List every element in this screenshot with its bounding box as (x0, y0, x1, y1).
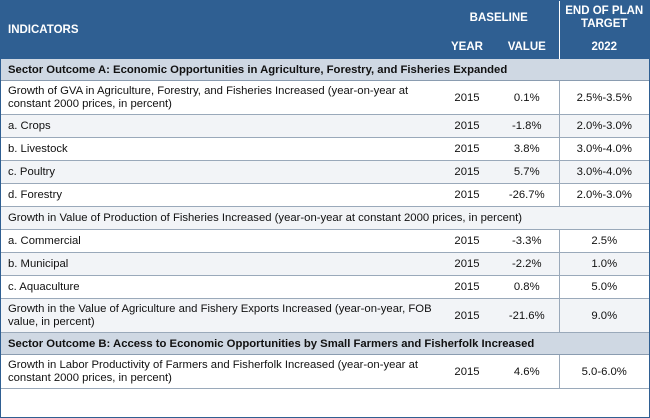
target-cell: 5.0% (558, 275, 649, 299)
value-column-header: VALUE (495, 35, 559, 59)
year-cell: 2015 (439, 354, 495, 389)
indicator-cell: a. Commercial (1, 229, 439, 253)
year-cell: 2015 (439, 298, 495, 333)
section-title: Sector Outcome A: Economic Opportunities… (1, 59, 649, 81)
target-cell: 2.5%-3.5% (558, 80, 649, 115)
target-cell: 2.0%-3.0% (558, 183, 649, 207)
table-row: a. Commercial 2015 -3.3% 2.5% (1, 229, 649, 253)
value-cell: -2.2% (495, 252, 559, 276)
value-cell: -21.6% (495, 298, 559, 333)
indicator-cell: a. Crops (1, 114, 439, 138)
target-cell: 5.0-6.0% (558, 354, 649, 389)
end-of-plan-target-column-header: END OF PLAN TARGET (558, 1, 649, 35)
header-row-bottom: YEAR VALUE 2022 (1, 35, 649, 59)
value-cell: -1.8% (495, 114, 559, 138)
indicators-table: INDICATORS BASELINE END OF PLAN TARGET Y… (1, 1, 649, 389)
indicator-cell: b. Livestock (1, 137, 439, 161)
year-cell: 2015 (439, 160, 495, 184)
table-row: d. Forestry 2015 -26.7% 2.0%-3.0% (1, 183, 649, 207)
section-header-row: Sector Outcome B: Access to Economic Opp… (1, 332, 649, 355)
target-label: TARGET (581, 18, 628, 30)
target-cell: 2.0%-3.0% (558, 114, 649, 138)
year-cell: 2015 (439, 114, 495, 138)
end-of-plan-label: END OF PLAN (565, 5, 644, 17)
year-cell: 2015 (439, 275, 495, 299)
group-indicator-label: Growth in Value of Production of Fisheri… (1, 206, 649, 230)
value-cell: -3.3% (495, 229, 559, 253)
table-row: c. Poultry 2015 5.7% 3.0%-4.0% (1, 160, 649, 184)
value-cell: 3.8% (495, 137, 559, 161)
target-cell: 3.0%-4.0% (558, 160, 649, 184)
target-cell: 3.0%-4.0% (558, 137, 649, 161)
value-cell: 0.1% (495, 80, 559, 115)
year-cell: 2015 (439, 183, 495, 207)
indicator-cell: c. Poultry (1, 160, 439, 184)
target-cell: 9.0% (558, 298, 649, 333)
table-row: a. Crops 2015 -1.8% 2.0%-3.0% (1, 114, 649, 138)
section-header-row: Sector Outcome A: Economic Opportunities… (1, 59, 649, 81)
group-indicator-row: Growth in Value of Production of Fisheri… (1, 206, 649, 230)
value-cell: 4.6% (495, 354, 559, 389)
indicator-cell: Growth of GVA in Agriculture, Forestry, … (1, 80, 439, 115)
section-title: Sector Outcome B: Access to Economic Opp… (1, 332, 649, 355)
value-cell: 5.7% (495, 160, 559, 184)
table-row: Growth of GVA in Agriculture, Forestry, … (1, 80, 649, 115)
year-cell: 2015 (439, 252, 495, 276)
table-body: Sector Outcome A: Economic Opportunities… (1, 59, 649, 389)
table-row: Growth in the Value of Agriculture and F… (1, 298, 649, 333)
year-column-header: YEAR (439, 35, 495, 59)
indicators-column-header: INDICATORS (1, 1, 439, 59)
indicator-cell: c. Aquaculture (1, 275, 439, 299)
target-cell: 1.0% (558, 252, 649, 276)
indicator-cell: d. Forestry (1, 183, 439, 207)
target-cell: 2.5% (558, 229, 649, 253)
target-year-column-header: 2022 (558, 35, 649, 59)
indicator-cell: Growth in the Value of Agriculture and F… (1, 298, 439, 333)
indicator-cell: Growth in Labor Productivity of Farmers … (1, 354, 439, 389)
year-cell: 2015 (439, 229, 495, 253)
year-cell: 2015 (439, 137, 495, 161)
table-row: b. Municipal 2015 -2.2% 1.0% (1, 252, 649, 276)
table-row: b. Livestock 2015 3.8% 3.0%-4.0% (1, 137, 649, 161)
table-header: INDICATORS BASELINE END OF PLAN TARGET Y… (1, 1, 649, 59)
year-cell: 2015 (439, 80, 495, 115)
value-cell: -26.7% (495, 183, 559, 207)
table-row: c. Aquaculture 2015 0.8% 5.0% (1, 275, 649, 299)
value-cell: 0.8% (495, 275, 559, 299)
header-row-top: INDICATORS BASELINE END OF PLAN TARGET (1, 1, 649, 59)
indicator-cell: b. Municipal (1, 252, 439, 276)
baseline-column-header: BASELINE (439, 1, 559, 35)
table-row: Growth in Labor Productivity of Farmers … (1, 354, 649, 389)
